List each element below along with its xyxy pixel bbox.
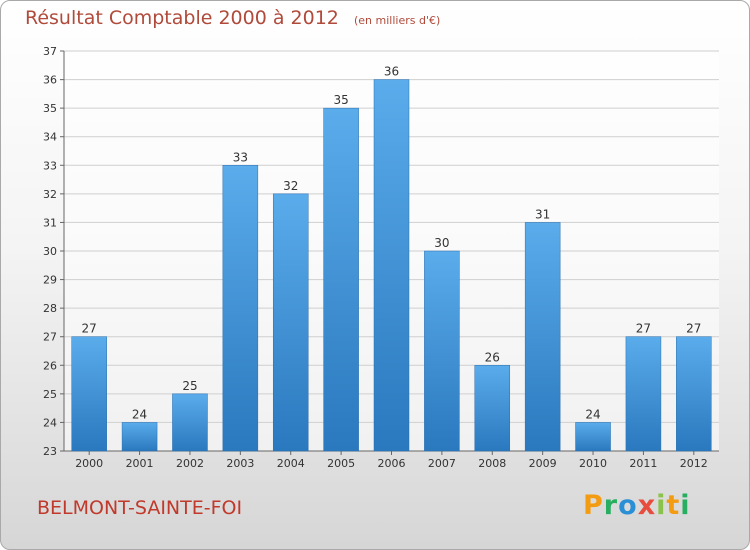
bar-2007 xyxy=(424,250,460,452)
labels-layer: 23 24 25 26 27 28 29 30 31 32 33 34 35 36 37 27 2000 24 20… xyxy=(43,45,708,470)
value-label-2003: 33 xyxy=(233,150,248,164)
logo-letter: i xyxy=(656,490,667,521)
value-label-2007: 30 xyxy=(434,236,449,250)
value-label-2002: 25 xyxy=(182,379,197,393)
logo-letter: i xyxy=(680,490,691,521)
logo-letter: o xyxy=(618,490,638,521)
bar-2003 xyxy=(222,165,259,452)
y-tick-label: 37 xyxy=(43,45,57,58)
chart-subtitle: (en milliers d'€) xyxy=(353,14,441,27)
proxiti-logo: Proxiti xyxy=(583,490,691,521)
x-tick-label-2010: 2010 xyxy=(579,457,607,470)
value-label-2008: 26 xyxy=(485,350,500,364)
x-tick-label-2008: 2008 xyxy=(478,457,506,470)
y-tick-label: 31 xyxy=(43,216,57,229)
place-name: BELMONT-SAINTE-FOI xyxy=(37,497,243,519)
bar-2001 xyxy=(121,422,158,452)
y-tick-label: 26 xyxy=(43,359,57,372)
y-tick-label: 35 xyxy=(43,102,57,115)
bar-2012 xyxy=(676,336,712,452)
title-row: Résultat Comptable 2000 à 2012 (en milli… xyxy=(25,7,440,29)
bar-2006 xyxy=(373,79,410,452)
y-tick-label: 23 xyxy=(43,445,57,458)
y-tick-label: 33 xyxy=(43,159,57,172)
value-label-2000: 27 xyxy=(82,322,97,336)
x-tick-label-2011: 2011 xyxy=(629,457,657,470)
bar-2004 xyxy=(272,193,309,452)
logo-letter: r xyxy=(603,490,619,521)
x-tick-label-2001: 2001 xyxy=(126,457,154,470)
bar-2000 xyxy=(71,336,107,452)
bar-2009 xyxy=(524,222,561,452)
y-tick-label: 30 xyxy=(43,245,57,258)
bars-layer xyxy=(71,79,712,452)
x-tick-label-2003: 2003 xyxy=(226,457,254,470)
y-tick-label: 32 xyxy=(43,188,57,201)
value-label-2001: 24 xyxy=(132,407,147,421)
x-tick-label-2012: 2012 xyxy=(680,457,708,470)
x-tick-label-2004: 2004 xyxy=(277,457,305,470)
x-tick-label-2009: 2009 xyxy=(529,457,557,470)
chart-title: Résultat Comptable 2000 à 2012 xyxy=(25,7,339,29)
x-tick-label-2002: 2002 xyxy=(176,457,204,470)
value-label-2004: 32 xyxy=(283,179,298,193)
y-tick-label: 28 xyxy=(43,302,57,315)
y-tick-label: 25 xyxy=(43,388,57,401)
bar-2010 xyxy=(575,422,611,452)
y-tick-label: 29 xyxy=(43,274,57,287)
value-label-2012: 27 xyxy=(686,322,701,336)
y-tick-label: 36 xyxy=(43,74,57,87)
logo-letter: x xyxy=(637,490,657,521)
bar-2008 xyxy=(474,365,511,452)
value-label-2009: 31 xyxy=(535,207,550,221)
value-label-2010: 24 xyxy=(585,407,600,421)
x-tick-label-2005: 2005 xyxy=(327,457,355,470)
y-tick-label: 24 xyxy=(43,416,57,429)
y-tick-label: 27 xyxy=(43,331,57,344)
y-tick-label: 34 xyxy=(43,131,57,144)
bar-2005 xyxy=(323,107,359,452)
logo-letter: t xyxy=(666,490,681,521)
value-label-2005: 35 xyxy=(333,93,348,107)
value-label-2006: 36 xyxy=(384,65,399,79)
x-tick-label-2000: 2000 xyxy=(75,457,103,470)
x-tick-label-2006: 2006 xyxy=(378,457,406,470)
x-tick-label-2007: 2007 xyxy=(428,457,456,470)
value-label-2011: 27 xyxy=(636,322,651,336)
bar-2011 xyxy=(625,336,662,452)
bar-2002 xyxy=(172,393,208,452)
logo-letter: P xyxy=(583,490,604,521)
